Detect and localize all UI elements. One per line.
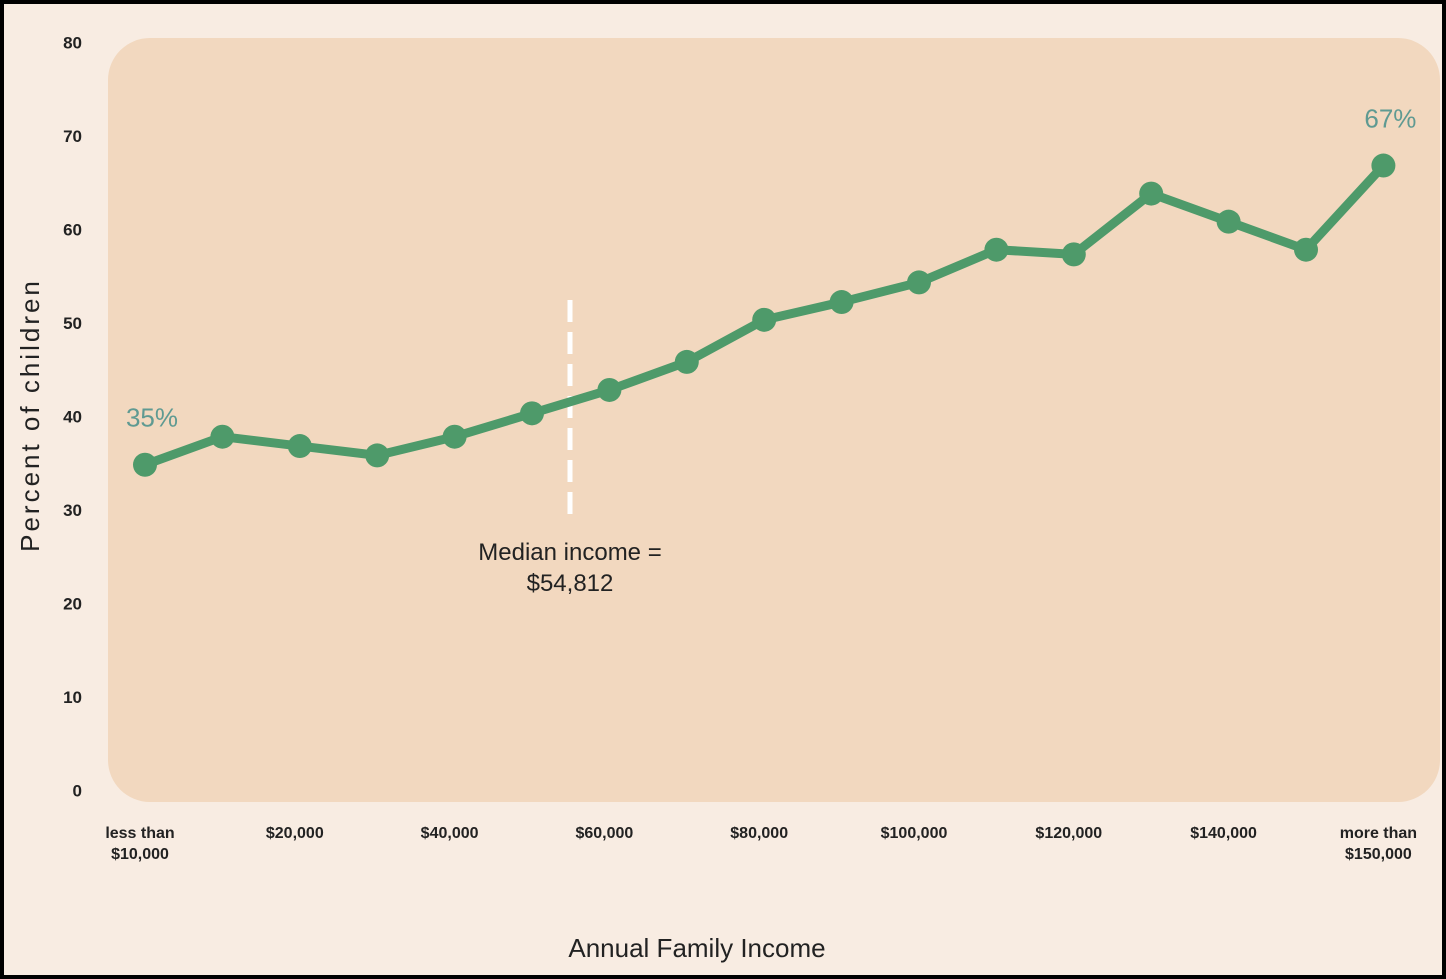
point bbox=[829, 290, 854, 315]
annotation: Median income = $54,812 bbox=[478, 539, 661, 597]
y-tick-label: 10 bbox=[63, 688, 82, 707]
point bbox=[1061, 242, 1086, 267]
point bbox=[984, 237, 1009, 262]
point bbox=[442, 424, 467, 449]
point bbox=[1294, 237, 1318, 262]
y-tick-label: 70 bbox=[63, 127, 82, 146]
y-tick-label: 30 bbox=[63, 501, 82, 520]
x-tick-label: $140,000 bbox=[1190, 825, 1257, 842]
y-tick-label: 80 bbox=[63, 33, 82, 52]
y-tick-label: 0 bbox=[73, 781, 82, 800]
x-tick-label: more than $150,000 bbox=[1340, 825, 1417, 863]
x-tick-label: $20,000 bbox=[266, 825, 324, 842]
point bbox=[1371, 153, 1396, 178]
point bbox=[597, 377, 622, 402]
point bbox=[752, 307, 777, 332]
point bbox=[133, 452, 157, 477]
x-tick-label: $80,000 bbox=[730, 825, 788, 842]
data-label: 35% bbox=[126, 403, 178, 433]
x-tick-label: $120,000 bbox=[1035, 825, 1102, 842]
point bbox=[1139, 181, 1164, 206]
point bbox=[365, 443, 390, 468]
x-tick-label: $40,000 bbox=[421, 825, 479, 842]
y-tick-label: 20 bbox=[63, 594, 82, 613]
x-tick-label: less than $10,000 bbox=[105, 825, 174, 863]
point bbox=[520, 401, 544, 426]
point bbox=[1216, 209, 1241, 234]
x-tick-label: $60,000 bbox=[575, 825, 633, 842]
point bbox=[907, 270, 931, 295]
y-axis-label: Percent of children bbox=[15, 278, 45, 552]
x-axis-label: Annual Family Income bbox=[568, 933, 825, 963]
data-label: 67% bbox=[1364, 103, 1416, 133]
point bbox=[674, 349, 699, 374]
y-tick-label: 40 bbox=[63, 407, 82, 426]
y-tick-label: 50 bbox=[63, 314, 82, 333]
point bbox=[287, 434, 312, 459]
plot-area bbox=[108, 38, 1440, 802]
y-tick-label: 60 bbox=[63, 220, 82, 239]
x-tick-label: $100,000 bbox=[881, 825, 948, 842]
point bbox=[210, 424, 235, 449]
